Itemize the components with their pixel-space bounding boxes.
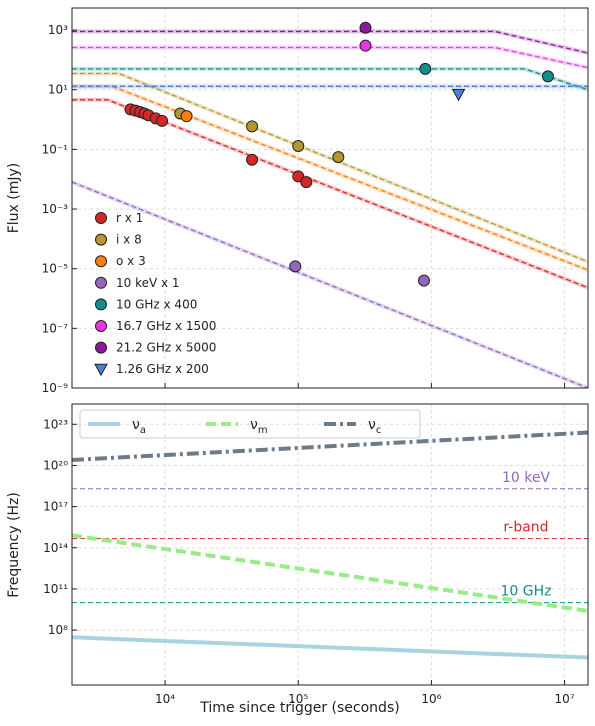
legend-label: νc [368,417,381,436]
y-tick-label: 10⁸ [48,623,68,637]
data-point [541,70,554,83]
plot-area [72,8,588,388]
y-tick-label: 10²³ [43,417,68,431]
legend-marker [95,298,107,311]
reference-label: 10 keV [502,470,550,486]
x-tick-label: 10⁷ [555,692,575,706]
x-tick-label: 10⁵ [288,692,308,706]
y-tick-label: 10²⁰ [43,458,68,472]
data-point [246,120,259,133]
legend-marker [95,255,107,268]
model-band [72,71,588,264]
legend-label: νm [250,417,268,436]
legend-marker [95,276,107,289]
reference-label: r-band [503,520,548,536]
x-axis-title: Time since trigger (seconds) [199,700,399,716]
legend-label: νa [132,417,146,436]
model-line [72,46,588,69]
y-tick-label: 10¹¹ [43,582,68,596]
x-tick-label: 10⁴ [155,692,175,706]
axes-frame [71,7,589,389]
legend-label: r x 1 [116,211,143,225]
legend-label: i x 8 [116,233,142,247]
series-line [72,430,588,462]
legend-marker [95,233,107,246]
x-tick-label: 10⁶ [421,692,441,706]
model-line [72,181,588,388]
legend-label: 16.7 GHz x 1500 [116,319,216,333]
y-tick-label: 10⁻⁵ [42,262,69,276]
data-point [289,260,302,273]
series-line [72,533,588,613]
data-point [332,151,345,164]
model-line [72,68,588,91]
y-tick-label: 10⁻⁷ [42,321,69,335]
model-band [72,45,588,70]
legend-marker [95,212,107,224]
data-point [156,114,169,127]
y-tick-label: 10¹ [48,83,68,97]
y-tick-label: 10⁻¹ [42,142,69,156]
legend-label: 10 keV x 1 [116,276,180,290]
model-line [72,30,588,54]
data-point [451,88,466,102]
y-tick-label: 10³ [48,23,68,37]
plot-area [72,404,588,685]
data-point [359,21,372,34]
data-point [180,110,193,123]
data-point [292,139,305,152]
legend-label: 10 GHz x 400 [116,297,197,311]
y-axis-title: Frequency (Hz) [6,492,22,598]
y-tick-label: 10⁻³ [42,202,69,216]
data-point [359,39,372,52]
reference-label: 10 GHz [501,584,552,600]
legend-label: 21.2 GHz x 5000 [116,341,216,355]
data-point [300,176,313,189]
data-point [292,170,305,183]
legend-label: o x 3 [116,254,146,268]
legend-frame [79,409,421,439]
series-line [72,635,588,660]
legend-label: 1.26 GHz x 200 [116,362,209,376]
data-point [419,62,432,75]
y-axis-title: Flux (mJy) [6,163,22,234]
legend-marker [95,341,107,354]
y-tick-label: 10¹⁷ [43,500,68,514]
y-tick-label: 10¹⁴ [43,541,68,555]
model-line [72,99,588,289]
data-point [418,274,430,287]
axes-frame [71,403,589,686]
legend-marker [94,363,108,377]
y-tick-label: 10⁻⁹ [42,381,69,395]
legend-marker [95,320,107,332]
data-point [246,153,259,166]
model-band [72,97,588,290]
